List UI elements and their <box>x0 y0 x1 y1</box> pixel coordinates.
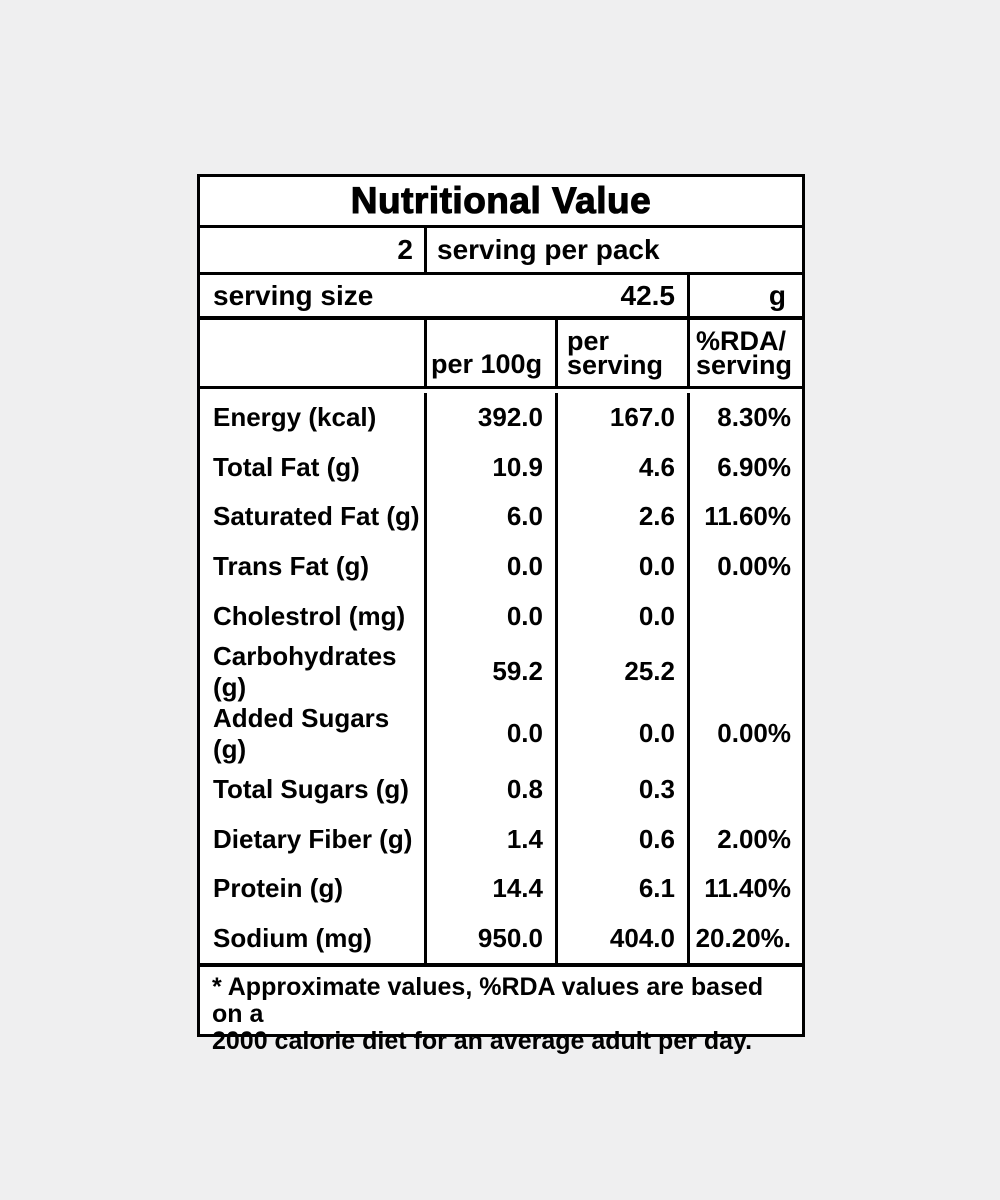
value-per-100g: 14.4 <box>427 863 558 914</box>
value-rda-per-serving: 11.60% <box>704 501 791 532</box>
value-per-serving: 0.6 <box>558 814 690 864</box>
value-per-100g: 0.8 <box>427 764 558 815</box>
value-rda-per-serving: 0.00% <box>717 550 791 581</box>
value-rda-per-serving: 2.00% <box>717 823 791 854</box>
col-header-rda-line1: %RDA/ <box>696 326 787 356</box>
value-rda-per-serving: 8.30% <box>717 402 791 433</box>
nutrient-row: Carbohydrates (g) 59.2 25.2 <box>200 640 802 703</box>
nutrient-row: Saturated Fat (g) 6.0 2.6 11.60% <box>200 492 802 542</box>
nutrition-facts-table: Nutritional Value 2 serving per pack ser… <box>197 174 805 1055</box>
servings-per-pack-row: 2 serving per pack <box>200 228 802 275</box>
nutrient-name: Protein (g) <box>200 863 427 914</box>
footnote-line1: * Approximate values, %RDA values are ba… <box>212 973 764 1028</box>
value-per-100g: 1.4 <box>427 814 558 864</box>
value-per-serving: 0.0 <box>558 591 690 641</box>
value-per-100g: 0.0 <box>427 702 558 765</box>
footnote-line2: 2000 calorie diet for an average adult p… <box>212 1027 753 1055</box>
serving-size-unit: g <box>768 279 786 311</box>
value-per-100g: 392.0 <box>427 393 558 443</box>
column-header-row: per 100g per serving %RDA/ serving <box>200 320 802 389</box>
value-rda-per-serving <box>690 765 802 815</box>
nutrient-row: Sodium (mg) 950.0 404.0 20.20%. <box>200 913 802 964</box>
nutrient-row: Added Sugars (g) 0.0 0.0 0.00% <box>200 702 802 765</box>
nutrient-name: Carbohydrates (g) <box>200 640 427 703</box>
nutrient-name: Total Fat (g) <box>200 442 427 493</box>
nutrient-row: Trans Fat (g) 0.0 0.0 0.00% <box>200 541 802 592</box>
value-per-serving: 2.6 <box>558 492 690 542</box>
value-rda-per-serving <box>690 641 802 703</box>
nutrient-row: Total Fat (g) 10.9 4.6 6.90% <box>200 442 802 493</box>
col-header-blank <box>200 320 427 386</box>
value-per-100g: 10.9 <box>427 442 558 493</box>
serving-size-label: serving size <box>213 279 374 311</box>
value-rda-per-serving <box>690 591 802 641</box>
nutrient-name: Total Sugars (g) <box>200 764 427 815</box>
nutrient-rows: Energy (kcal) 392.0 167.0 8.30% Total Fa… <box>200 389 802 967</box>
value-rda-per-serving: 6.90% <box>717 451 791 482</box>
value-per-serving: 167.0 <box>558 393 690 443</box>
servings-count: 2 <box>200 228 427 272</box>
value-per-serving: 0.3 <box>558 764 690 815</box>
nutrient-row: Dietary Fiber (g) 1.4 0.6 2.00% <box>200 814 802 864</box>
value-per-100g: 950.0 <box>427 913 558 964</box>
serving-size-value: 42.5 <box>620 279 676 311</box>
nutrient-row: Protein (g) 14.4 6.1 11.40% <box>200 863 802 914</box>
col-header-rda-per-serving: %RDA/ serving <box>690 320 802 386</box>
col-header-per-100g: per 100g <box>427 320 558 386</box>
col-header-per-serving-line1: per <box>567 326 610 356</box>
nutrient-row: Cholestrol (mg) 0.0 0.0 <box>200 591 802 641</box>
servings-per-pack-label: serving per pack <box>437 234 660 265</box>
table-title: Nutritional Value <box>200 177 802 228</box>
nutrient-row: Total Sugars (g) 0.8 0.3 <box>200 764 802 815</box>
nutrient-name: Cholestrol (mg) <box>200 591 427 641</box>
serving-size-row: serving size 42.5 g <box>200 275 802 320</box>
col-header-rda-line2: serving <box>696 350 793 380</box>
value-per-serving: 0.0 <box>558 702 690 765</box>
nutrient-name: Sodium (mg) <box>200 913 427 964</box>
serving-size-main-cell: serving size 42.5 <box>200 275 690 316</box>
nutrient-name: Dietary Fiber (g) <box>200 814 427 864</box>
value-per-serving: 404.0 <box>558 913 690 964</box>
value-per-100g: 0.0 <box>427 541 558 592</box>
nutrient-name: Added Sugars (g) <box>200 702 427 765</box>
nutrient-name: Energy (kcal) <box>200 393 427 443</box>
col-header-per-serving: per serving <box>558 320 690 386</box>
value-per-100g: 6.0 <box>427 492 558 542</box>
col-header-per-serving-line2: serving <box>567 350 664 380</box>
nutrient-name: Saturated Fat (g) <box>200 492 427 542</box>
nutrient-name: Trans Fat (g) <box>200 541 427 592</box>
nutrient-row: Energy (kcal) 392.0 167.0 8.30% <box>200 393 802 443</box>
value-per-serving: 4.6 <box>558 442 690 493</box>
value-per-serving: 6.1 <box>558 863 690 914</box>
value-rda-per-serving: 11.40% <box>704 873 791 904</box>
footnote: * Approximate values, %RDA values are ba… <box>200 967 802 1055</box>
value-rda-per-serving: 0.00% <box>717 718 791 749</box>
value-per-100g: 0.0 <box>427 591 558 641</box>
value-rda-per-serving: 20.20%. <box>695 922 791 953</box>
value-per-serving: 0.0 <box>558 541 690 592</box>
value-per-100g: 59.2 <box>427 640 558 703</box>
value-per-serving: 25.2 <box>558 640 690 703</box>
